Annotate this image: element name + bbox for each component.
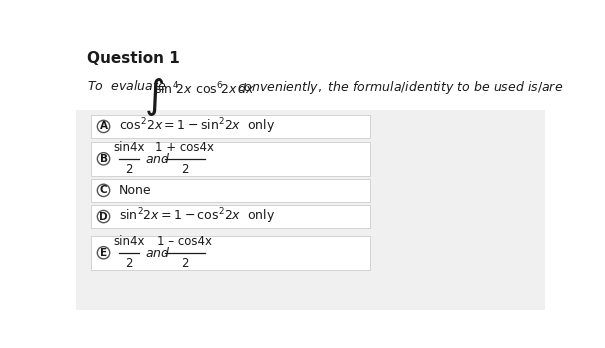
FancyBboxPatch shape <box>91 236 370 270</box>
Text: B: B <box>100 154 108 164</box>
Text: $\mathit{To\ \ evaluate}$: $\mathit{To\ \ evaluate}$ <box>87 79 166 93</box>
Text: sin4x: sin4x <box>113 235 145 248</box>
Text: C: C <box>100 185 107 195</box>
Text: D: D <box>99 212 108 222</box>
FancyBboxPatch shape <box>91 115 370 138</box>
Text: 1 – cos4x: 1 – cos4x <box>157 235 212 248</box>
Text: $\mathit{conveniently,\ the\ formula/identity\ to\ be\ used\ is/are}$: $\mathit{conveniently,\ the\ formula/ide… <box>237 79 563 96</box>
Text: 2: 2 <box>125 164 133 176</box>
FancyBboxPatch shape <box>91 142 370 176</box>
FancyBboxPatch shape <box>76 110 544 310</box>
Text: A: A <box>100 121 108 132</box>
Text: sin4x: sin4x <box>113 141 145 154</box>
FancyBboxPatch shape <box>91 205 370 228</box>
Text: 2: 2 <box>181 258 189 270</box>
Text: 2: 2 <box>181 164 189 176</box>
Text: $\mathit{and}$: $\mathit{and}$ <box>145 152 170 166</box>
FancyBboxPatch shape <box>91 179 370 202</box>
Text: $\mathrm{cos}^2 2x = 1 - \mathrm{sin}^2 2x$  only: $\mathrm{cos}^2 2x = 1 - \mathrm{sin}^2 … <box>119 117 275 136</box>
Text: $\mathrm{sin}^4\!2x\ \mathrm{cos}^6\!2x\,dx$: $\mathrm{sin}^4\!2x\ \mathrm{cos}^6\!2x\… <box>154 80 255 97</box>
Text: $\mathit{and}$: $\mathit{and}$ <box>145 246 170 260</box>
Text: $\mathrm{sin}^2 2x = 1 - \mathrm{cos}^2 2x$  only: $\mathrm{sin}^2 2x = 1 - \mathrm{cos}^2 … <box>119 207 275 226</box>
Text: None: None <box>119 184 152 197</box>
Text: Question 1: Question 1 <box>87 51 180 66</box>
Text: 1 + cos4x: 1 + cos4x <box>155 141 214 154</box>
Text: 2: 2 <box>125 258 133 270</box>
Text: $\int$: $\int$ <box>144 76 164 118</box>
Text: E: E <box>100 248 107 258</box>
